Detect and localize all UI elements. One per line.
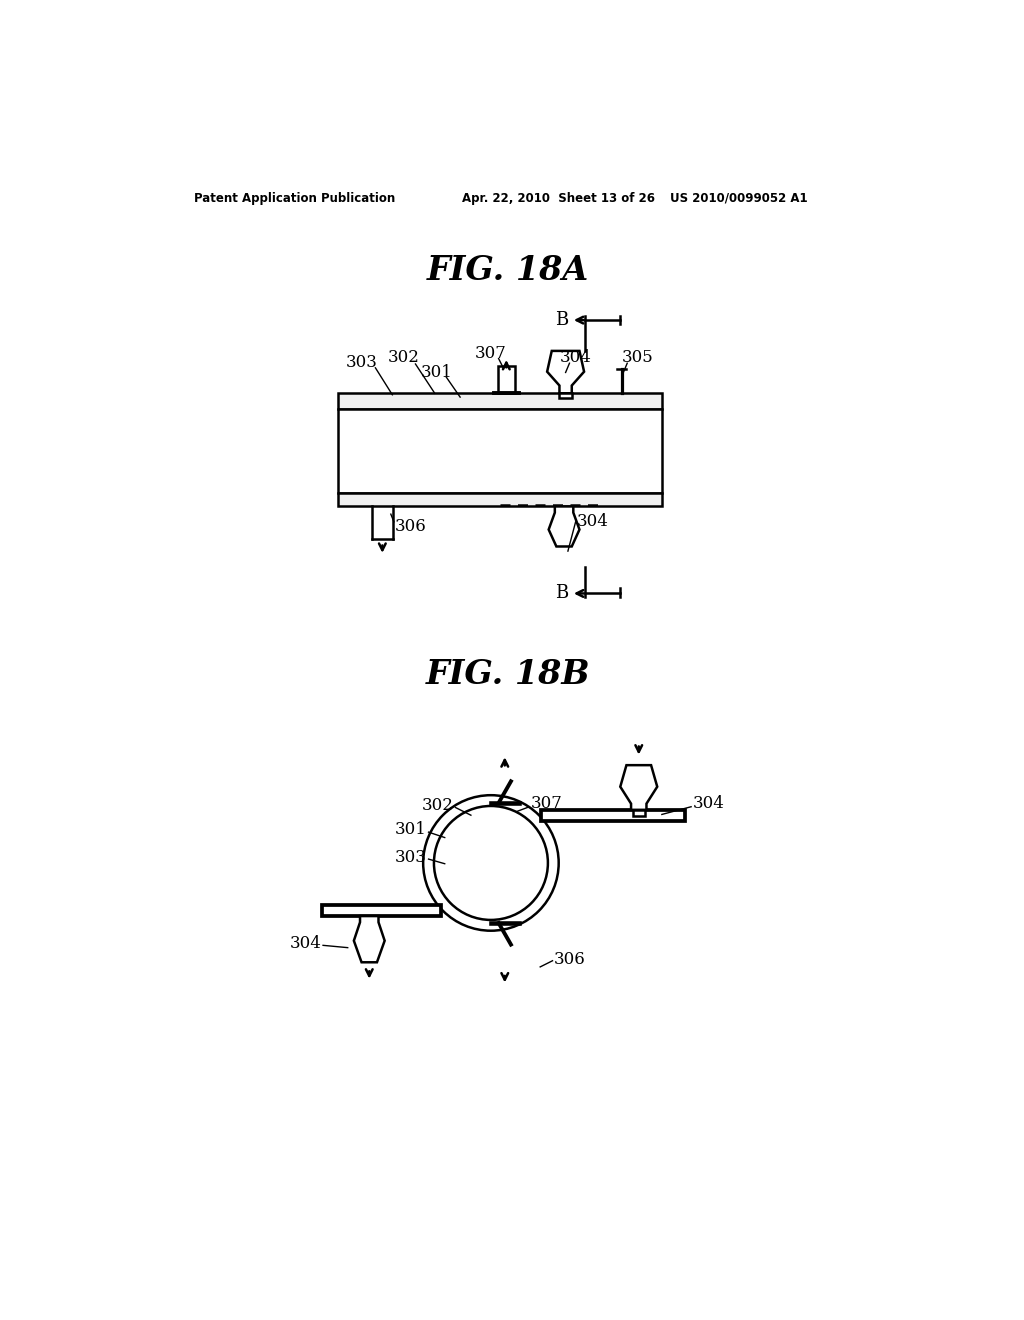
Circle shape	[423, 795, 559, 931]
Text: 306: 306	[554, 950, 586, 968]
Bar	[559, 393, 571, 397]
Text: 304: 304	[578, 513, 609, 531]
Text: 304: 304	[560, 348, 592, 366]
Text: 306: 306	[394, 517, 426, 535]
Text: Patent Application Publication: Patent Application Publication	[194, 191, 395, 205]
Text: Apr. 22, 2010  Sheet 13 of 26: Apr. 22, 2010 Sheet 13 of 26	[462, 191, 654, 205]
Text: FIG. 18B: FIG. 18B	[426, 657, 590, 690]
Circle shape	[434, 807, 548, 920]
Bar	[322, 906, 441, 916]
Bar	[339, 494, 662, 507]
Bar	[633, 810, 645, 816]
Polygon shape	[549, 507, 580, 546]
Text: 304: 304	[290, 936, 322, 952]
Text: B: B	[555, 312, 568, 329]
Text: 302: 302	[422, 797, 454, 813]
Bar	[339, 409, 662, 494]
Polygon shape	[547, 351, 584, 393]
Text: 303: 303	[346, 354, 378, 371]
Text: 307: 307	[475, 345, 507, 362]
Text: B: B	[555, 585, 568, 602]
Text: 302: 302	[388, 348, 420, 366]
Bar	[339, 393, 662, 409]
Text: 304: 304	[692, 795, 725, 812]
Text: 305: 305	[622, 348, 653, 366]
Bar	[498, 366, 515, 393]
Text: 303: 303	[395, 849, 427, 866]
Bar	[541, 810, 685, 821]
Polygon shape	[621, 766, 657, 810]
Text: US 2010/0099052 A1: US 2010/0099052 A1	[670, 191, 807, 205]
Text: 301: 301	[421, 364, 453, 381]
Text: FIG. 18A: FIG. 18A	[427, 253, 589, 286]
Text: 301: 301	[395, 821, 427, 838]
Text: 307: 307	[531, 795, 563, 812]
Polygon shape	[354, 916, 385, 962]
